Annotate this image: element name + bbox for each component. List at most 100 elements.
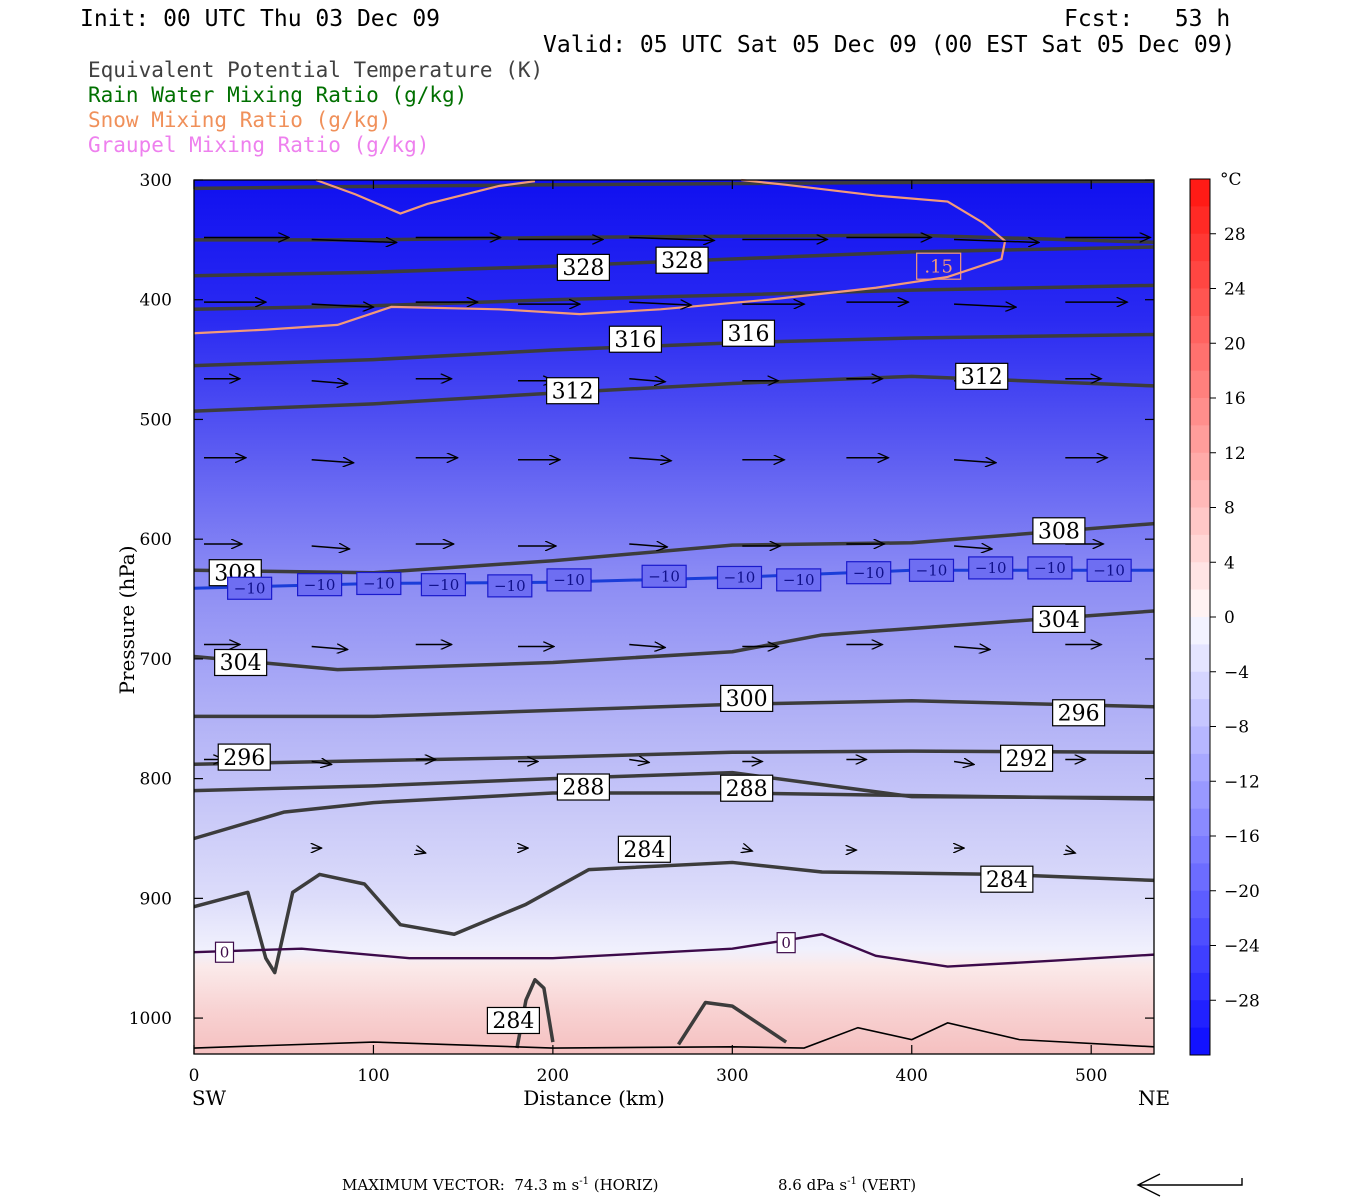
colorbar-tick-label: 8 bbox=[1224, 499, 1235, 519]
wind-vector bbox=[311, 647, 348, 650]
wind-vector bbox=[311, 381, 348, 384]
theta-e-contour bbox=[193, 609, 1155, 672]
sw-label: SW bbox=[192, 1086, 227, 1110]
colorbar-unit: °C bbox=[1220, 170, 1242, 190]
isotherm-label: −10 bbox=[641, 564, 687, 588]
y-tick-label: 500 bbox=[140, 410, 172, 430]
wind-vector bbox=[311, 546, 350, 549]
legend-rain: Rain Water Mixing Ratio (g/kg) bbox=[88, 83, 468, 107]
isotherm-label: −10 bbox=[227, 576, 273, 600]
isotherm-label: −10 bbox=[716, 565, 763, 590]
colorbar-segment bbox=[1190, 315, 1210, 344]
theta-e-label: 284 bbox=[617, 835, 671, 863]
colorbar-segment bbox=[1190, 617, 1210, 645]
reference-vector-arrow-icon bbox=[1136, 1173, 1243, 1197]
theta-e-contour bbox=[193, 245, 1155, 278]
isotherm-label: −10 bbox=[1027, 556, 1073, 580]
wind-vector bbox=[953, 761, 974, 764]
svg-text:−10: −10 bbox=[428, 576, 460, 594]
svg-text:−10: −10 bbox=[975, 559, 1007, 577]
svg-text:296: 296 bbox=[223, 746, 265, 771]
init-time: Init: 00 UTC Thu 03 Dec 09 bbox=[80, 6, 441, 32]
svg-text:−10: −10 bbox=[553, 571, 585, 589]
isotherm-label: −10 bbox=[546, 568, 592, 592]
wind-vector bbox=[416, 850, 426, 853]
colorbar-tick-label: −8 bbox=[1224, 718, 1249, 738]
wind-vector bbox=[629, 237, 714, 240]
svg-text:−10: −10 bbox=[853, 564, 885, 582]
max-vector-horiz: MAXIMUM VECTOR: 74.3 m s-1 (HORIZ) bbox=[342, 1176, 659, 1194]
theta-e-label: 288 bbox=[720, 774, 774, 802]
isotherm-label: 0 bbox=[776, 932, 796, 954]
colorbar-segment bbox=[1190, 261, 1210, 289]
x-tick-label: 0 bbox=[189, 1066, 200, 1086]
snow-label: .15 bbox=[916, 252, 962, 280]
colorbar-tick-label: 28 bbox=[1224, 225, 1246, 245]
colorbar-segment bbox=[1190, 671, 1210, 700]
wind-vector bbox=[629, 302, 691, 305]
wind-vector bbox=[954, 304, 1016, 307]
theta-e-label: 284 bbox=[486, 1006, 541, 1034]
wind-vector bbox=[311, 460, 354, 463]
isotherm-label: −10 bbox=[297, 573, 343, 597]
colorbar-segment bbox=[1190, 589, 1210, 618]
colorbar-segment bbox=[1190, 918, 1210, 946]
svg-text:−10: −10 bbox=[1093, 562, 1125, 580]
wind-vector bbox=[1065, 850, 1075, 853]
theta-e-label: 300 bbox=[720, 684, 774, 712]
legend-snow: Snow Mixing Ratio (g/kg) bbox=[88, 108, 392, 132]
isotherm-label: −10 bbox=[356, 571, 402, 596]
y-tick-label: 1000 bbox=[129, 1009, 172, 1029]
theta-e-label: 308 bbox=[1032, 517, 1086, 544]
y-tick-label: 400 bbox=[140, 291, 172, 311]
colorbar-segment bbox=[1190, 644, 1210, 673]
wind-vector bbox=[311, 304, 374, 307]
svg-text:316: 316 bbox=[614, 328, 656, 353]
colorbar-segment bbox=[1190, 699, 1210, 727]
y-tick-label: 800 bbox=[140, 770, 172, 790]
wind-vector bbox=[629, 645, 665, 648]
svg-text:−10: −10 bbox=[363, 575, 395, 593]
colorbar-segment bbox=[1190, 343, 1210, 372]
svg-text:284: 284 bbox=[492, 1009, 534, 1034]
x-tick-label: 300 bbox=[716, 1066, 748, 1086]
wind-vector bbox=[953, 546, 992, 549]
colorbar-segment bbox=[1190, 398, 1210, 426]
snow-mixing-contour bbox=[315, 178, 536, 215]
svg-text:284: 284 bbox=[986, 868, 1028, 893]
colorbar-tick-label: −4 bbox=[1224, 663, 1249, 683]
svg-text:316: 316 bbox=[727, 322, 769, 347]
svg-text:328: 328 bbox=[562, 256, 604, 281]
theta-e-label: 288 bbox=[556, 773, 610, 801]
svg-text:296: 296 bbox=[1058, 701, 1100, 726]
theta-e-contour bbox=[193, 860, 1155, 975]
colorbar-tick-label: −16 bbox=[1224, 827, 1260, 847]
colorbar-tick-label: −28 bbox=[1224, 991, 1260, 1011]
svg-text:288: 288 bbox=[562, 776, 604, 801]
colorbar-segment bbox=[1190, 836, 1210, 864]
valid-time: Valid: 05 UTC Sat 05 Dec 09 (00 EST Sat … bbox=[543, 32, 1236, 58]
legend-theta-e: Equivalent Potential Temperature (K) bbox=[88, 58, 544, 82]
colorbar-segment bbox=[1190, 425, 1210, 454]
y-tick-label: 700 bbox=[140, 650, 172, 670]
svg-text:300: 300 bbox=[726, 687, 768, 712]
terrain-outline bbox=[193, 1022, 1155, 1049]
isotherm-label: −10 bbox=[968, 556, 1014, 580]
wind-vector bbox=[629, 379, 665, 382]
wind-vector bbox=[953, 647, 990, 650]
theta-e-contour bbox=[193, 791, 1155, 841]
theta-e-label: 328 bbox=[556, 253, 610, 281]
colorbar-segment bbox=[1190, 507, 1210, 536]
plot-frame bbox=[193, 179, 1155, 1055]
colorbar-segment bbox=[1190, 370, 1210, 399]
colorbar-tick-label: 0 bbox=[1224, 608, 1235, 628]
svg-text:−10: −10 bbox=[1034, 559, 1066, 577]
y-axis-label: Pressure (hPa) bbox=[115, 546, 139, 695]
colorbar-segment bbox=[1190, 1027, 1210, 1056]
colorbar-segment bbox=[1190, 945, 1210, 974]
colorbar-segment bbox=[1190, 233, 1210, 262]
colorbar-tick-label: −24 bbox=[1224, 937, 1260, 957]
svg-text:−10: −10 bbox=[724, 569, 756, 587]
svg-text:288: 288 bbox=[726, 777, 768, 802]
svg-text:0: 0 bbox=[220, 943, 230, 961]
